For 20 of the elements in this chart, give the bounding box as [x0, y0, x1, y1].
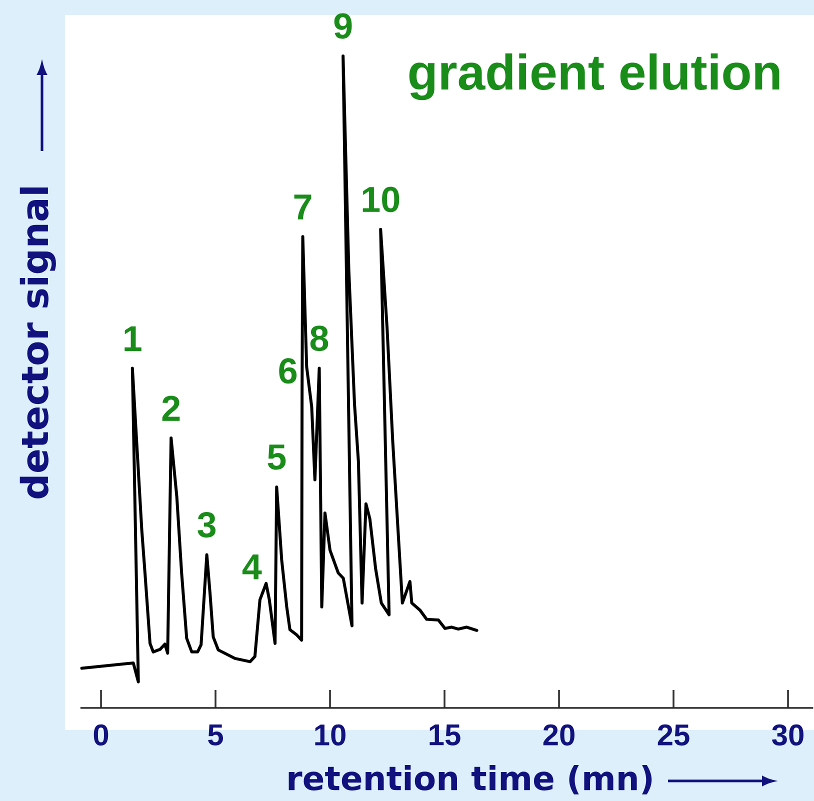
x-tick-label: 15 — [430, 724, 460, 746]
x-tick-label: 25 — [658, 724, 690, 746]
x-axis-title: retention time (mn) — [288, 764, 652, 794]
annotation: 3 — [198, 512, 216, 538]
x-tick-label: 10 — [315, 724, 346, 746]
chart-title: gradient elution — [409, 53, 780, 100]
annotation: 7 — [294, 194, 312, 220]
annotation: 9 — [334, 13, 352, 39]
x-tick-label: 20 — [543, 724, 574, 746]
annotation: 10 — [362, 186, 400, 212]
annotation: 6 — [279, 358, 297, 384]
annotation: 5 — [268, 444, 286, 470]
annotation: 4 — [242, 554, 262, 580]
annotation: 2 — [162, 396, 180, 421]
x-tick-label: 30 — [772, 724, 804, 746]
y-axis-title: detector signal — [20, 187, 56, 498]
annotation: 1 — [124, 326, 142, 352]
annotation: 8 — [310, 326, 328, 352]
x-tick-label: 5 — [208, 724, 224, 746]
x-tick-label: 0 — [94, 724, 108, 746]
